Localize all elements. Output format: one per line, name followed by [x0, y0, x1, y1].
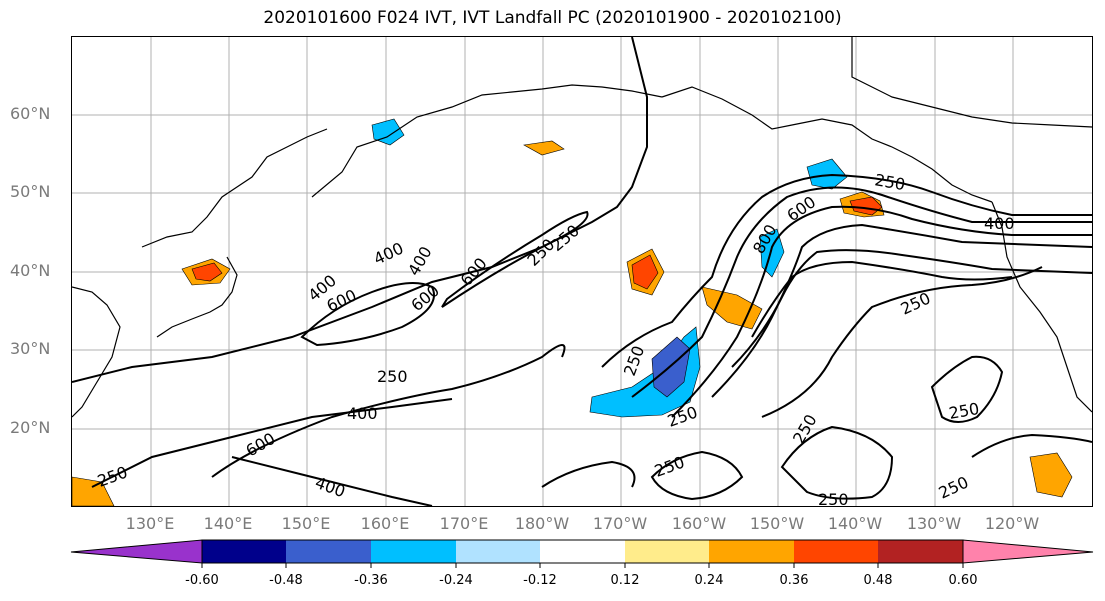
shaded-anomaly-regions — [72, 118, 1073, 506]
contour-label: 250 — [873, 170, 906, 194]
contour-label: 250 — [95, 462, 130, 490]
contour-label: 400 — [404, 243, 436, 279]
anomaly-strong-positive-japan — [191, 262, 223, 282]
lon-label-150e: 150°E — [281, 514, 331, 533]
contour-label: 400 — [371, 238, 407, 268]
colorbar-bin — [202, 540, 286, 563]
colorbar-tick-label: -0.36 — [354, 573, 388, 588]
colorbar-bin — [371, 540, 456, 563]
colorbar-tick-label: 0.12 — [610, 573, 640, 588]
anomaly-positive-east-pacific — [701, 286, 763, 330]
gridlines — [72, 37, 1092, 506]
lat-label-40n: 40°N — [10, 261, 51, 280]
colorbar-tick-label: 0.24 — [694, 573, 724, 588]
colorbar-tick-label: 0.36 — [779, 573, 809, 588]
coastlines — [72, 37, 1092, 418]
colorbar-tick-label: 0.48 — [863, 573, 893, 588]
colorbar-bin — [878, 540, 963, 563]
lat-label-50n: 50°N — [10, 182, 51, 201]
anomaly-negative-bering — [371, 118, 405, 146]
colorbar-tick-label: 0.60 — [948, 573, 978, 588]
anomaly-negative-gulf-alaska — [806, 158, 848, 190]
lon-label-160w: 160°W — [671, 514, 727, 533]
anomaly-positive-southwest — [72, 476, 115, 506]
contour-label: 250 — [652, 452, 687, 480]
map-canvas: 250 400 600 250 400 600 400 600 250 250 … — [72, 37, 1092, 506]
anomaly-positive-alaska — [523, 140, 565, 156]
anomaly-positive-southeast — [1029, 452, 1073, 498]
contour-label: 600 — [457, 254, 491, 290]
colorbar-tick-label: -0.48 — [269, 573, 303, 588]
contour-label: 250 — [947, 399, 980, 423]
colorbar-tick-label: -0.24 — [439, 573, 473, 588]
lon-label-150w: 150°W — [749, 514, 805, 533]
lat-label-30n: 30°N — [10, 339, 51, 358]
lon-label-170w: 170°W — [592, 514, 648, 533]
lon-label-180w: 180°W — [514, 514, 570, 533]
lon-label-170e: 170°E — [439, 514, 489, 533]
lon-label-140w: 140°W — [827, 514, 883, 533]
lon-label-130w: 130°W — [906, 514, 962, 533]
colorbar-bin — [286, 540, 371, 563]
lat-label-60n: 60°N — [10, 104, 51, 123]
colorbar-bin — [709, 540, 794, 563]
contour-labels: 250 400 600 250 400 600 400 600 250 250 … — [95, 170, 1015, 506]
contour-label: 250 — [377, 367, 408, 386]
colorbar-extend-low — [70, 539, 203, 564]
lon-label-140e: 140°E — [203, 514, 253, 533]
map-panel: 250 400 600 250 400 600 400 600 250 250 … — [71, 36, 1093, 507]
lat-label-20n: 20°N — [10, 418, 51, 437]
contour-label: 400 — [984, 214, 1015, 233]
contour-label: 400 — [347, 404, 378, 423]
contour-label: 250 — [936, 472, 972, 502]
anomaly-strong-positive-gulf-alaska — [849, 196, 883, 216]
map-title: 2020101600 F024 IVT, IVT Landfall PC (20… — [263, 8, 842, 28]
colorbar-bin — [540, 540, 625, 563]
lon-label-120w: 120°W — [984, 514, 1040, 533]
contour-label: 250 — [898, 288, 934, 318]
colorbar-bin — [625, 540, 709, 563]
ivt-contours — [72, 37, 1092, 506]
lon-label-130e: 130°E — [125, 514, 175, 533]
colorbar-bin — [456, 540, 540, 563]
colorbar-tick-label: -0.12 — [523, 573, 557, 588]
anomaly-strong-positive-central-pacific — [631, 254, 659, 290]
colorbar-tick-label: -0.60 — [185, 573, 219, 588]
colorbar-bin — [794, 540, 878, 563]
contour-label: 600 — [407, 281, 443, 315]
lon-label-160e: 160°E — [360, 514, 410, 533]
colorbar-extend-high — [962, 539, 1094, 564]
contour-label: 250 — [818, 490, 849, 506]
anomaly-negative-subtropics — [589, 326, 701, 418]
contour-label: 400 — [313, 473, 348, 501]
